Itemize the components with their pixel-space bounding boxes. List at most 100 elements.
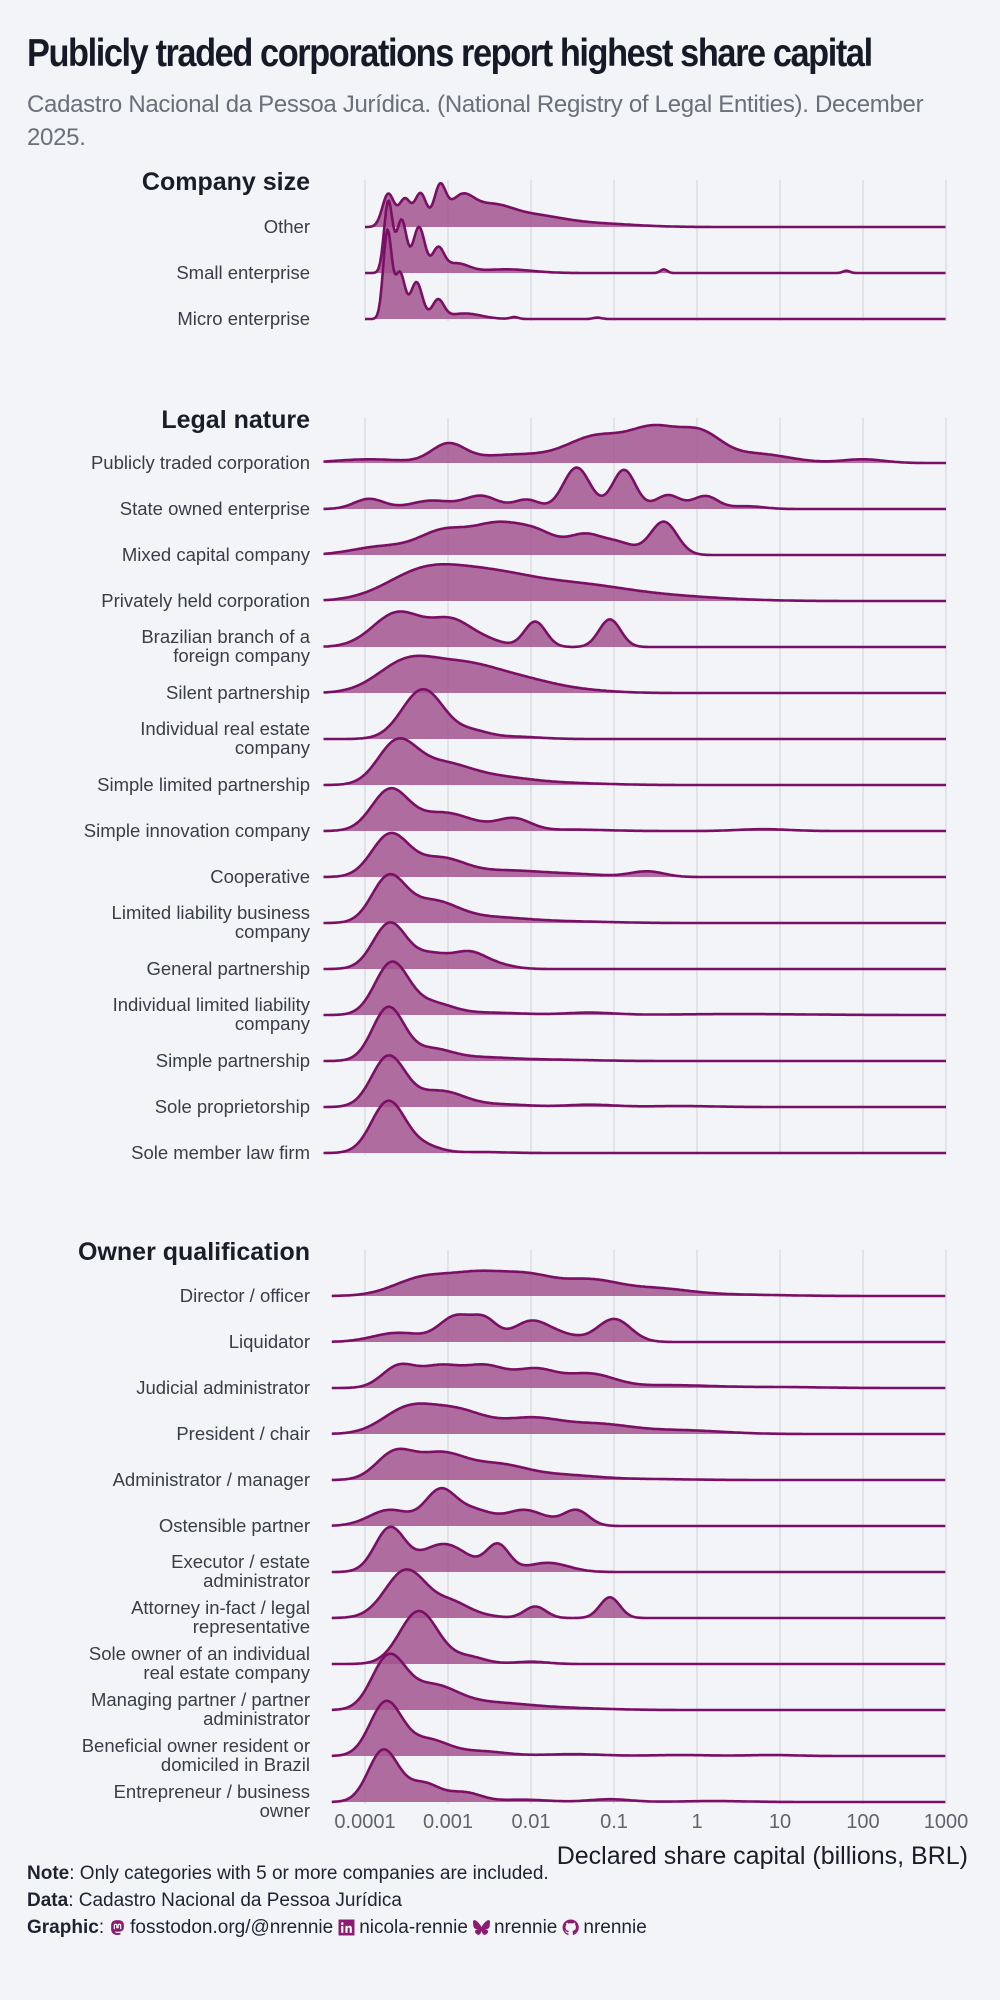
ridge-judicial-administrator bbox=[331, 1362, 946, 1390]
row-label: Individual limited liability company bbox=[113, 994, 311, 1034]
graphic-label: Graphic bbox=[27, 1917, 99, 1938]
ridge-line bbox=[365, 199, 946, 275]
ridge-brazilian-branch-of-a-foreign-company bbox=[323, 610, 946, 649]
row-label: Other bbox=[264, 216, 310, 237]
panels-layer: Company size Other Small enterprise Micro e… bbox=[78, 168, 946, 1821]
panel-title: Company size bbox=[142, 168, 310, 196]
ridge-line bbox=[323, 1054, 946, 1109]
ridge-area bbox=[331, 1569, 946, 1618]
caption-data: Data: Cadastro Nacional da Pessoa Jurídi… bbox=[27, 1887, 647, 1914]
ridge-line bbox=[331, 1447, 946, 1482]
ridge-limited-liability-business-company bbox=[323, 872, 946, 925]
row-label: Sole member law firm bbox=[131, 1142, 310, 1163]
ridge-line bbox=[323, 1005, 946, 1063]
ridge-area bbox=[323, 922, 946, 969]
row-label: Simple limited partnership bbox=[97, 774, 310, 795]
row-label: Managing partner / partner administrator bbox=[91, 1689, 310, 1729]
caption-note: Note: Only categories with 5 or more com… bbox=[27, 1860, 647, 1887]
row-label: Brazilian branch of a foreign company bbox=[141, 626, 310, 666]
ridge-area bbox=[323, 425, 946, 463]
x-tick-label: 100 bbox=[846, 1811, 879, 1833]
ridge-line bbox=[331, 1652, 946, 1712]
ridge-line bbox=[331, 1568, 946, 1620]
ridge-sole-proprietorship bbox=[323, 1054, 946, 1109]
row-label: Beneficial owner resident or domiciled in… bbox=[82, 1735, 310, 1775]
ridge-mixed-capital-company bbox=[323, 520, 946, 557]
ridge-line bbox=[323, 520, 946, 557]
ridge-publicly-traded-corporation bbox=[323, 423, 946, 465]
ridge-line bbox=[323, 688, 946, 741]
ridge-area bbox=[365, 200, 946, 273]
github-link[interactable]: nrennie bbox=[583, 1917, 647, 1938]
row-label: Simple partnership bbox=[156, 1050, 310, 1071]
panel-title: Legal nature bbox=[161, 406, 310, 434]
note-text: : Only categories with 5 or more compani… bbox=[69, 1863, 549, 1884]
github-icon bbox=[562, 1919, 580, 1936]
ridge-line bbox=[331, 1525, 946, 1574]
ridge-area bbox=[323, 521, 946, 555]
linkedin-icon bbox=[338, 1919, 355, 1936]
ridge-attorney-in-fact-legal-representative bbox=[331, 1568, 946, 1620]
ridge-cooperative bbox=[323, 831, 946, 879]
ridge-area bbox=[331, 1448, 946, 1480]
ridge-line bbox=[323, 610, 946, 649]
ridge-line bbox=[323, 786, 946, 833]
x-tick-label: 0.1 bbox=[600, 1811, 628, 1833]
ridge-line bbox=[323, 1099, 946, 1155]
ridge-liquidator bbox=[331, 1313, 946, 1344]
ridge-line bbox=[323, 737, 946, 787]
ridge-area bbox=[331, 1749, 946, 1802]
ridge-privately-held-corporation bbox=[323, 563, 946, 603]
panel-title: Owner qualification bbox=[78, 1238, 310, 1266]
ridge-line bbox=[331, 1609, 946, 1666]
mastodon-icon bbox=[111, 1920, 124, 1935]
row-label: State owned enterprise bbox=[120, 498, 310, 519]
ridge-area bbox=[331, 1314, 946, 1342]
data-text: : Cadastro Nacional da Pessoa Jurídica bbox=[68, 1890, 402, 1911]
ridge-simple-innovation-company bbox=[323, 786, 946, 833]
ridge-line bbox=[323, 654, 946, 695]
mastodon-link[interactable]: fosstodon.org/@nrennie bbox=[130, 1917, 334, 1938]
x-tick-label: 1000 bbox=[924, 1811, 969, 1833]
row-label: Liquidator bbox=[229, 1331, 310, 1352]
ridge-area bbox=[323, 655, 946, 693]
row-label: Individual real estate company bbox=[140, 718, 310, 758]
row-label: Mixed capital company bbox=[122, 544, 311, 565]
ridge-state-owned-enterprise bbox=[323, 466, 946, 511]
row-label: Silent partnership bbox=[166, 682, 310, 703]
ridge-line bbox=[323, 563, 946, 603]
ridge-area bbox=[323, 832, 946, 877]
bluesky-icon bbox=[472, 1920, 490, 1935]
row-label: Micro enterprise bbox=[177, 308, 310, 329]
ridge-silent-partnership bbox=[323, 654, 946, 695]
ridge-line bbox=[331, 1486, 946, 1528]
ridge-line bbox=[323, 466, 946, 511]
panel-owner-qualification: Owner qualification Director / officer Liq… bbox=[78, 1238, 946, 1821]
ridge-small-enterprise bbox=[365, 199, 946, 275]
ridge-area bbox=[323, 788, 946, 831]
linkedin-link[interactable]: nicola-rennie bbox=[359, 1917, 468, 1938]
caption-graphic: Graphic: fosstodon.org/@nrennie nicola-r… bbox=[27, 1914, 647, 1941]
ridge-line bbox=[365, 228, 946, 321]
x-axis: Declared share capital (billions, BRL) 0… bbox=[334, 1811, 968, 1870]
x-tick-label: 10 bbox=[769, 1811, 791, 1833]
data-label: Data bbox=[27, 1890, 69, 1911]
row-label: Executor / estate administrator bbox=[171, 1551, 310, 1591]
row-label: Cooperative bbox=[210, 866, 310, 887]
x-tick-label: 0.001 bbox=[423, 1811, 473, 1833]
ridge-area bbox=[331, 1270, 946, 1296]
row-label: Small enterprise bbox=[176, 262, 310, 283]
x-axis-title: Declared share capital (billions, BRL) bbox=[557, 1842, 968, 1870]
bluesky-link[interactable]: nrennie bbox=[493, 1917, 558, 1938]
row-label: Director / officer bbox=[180, 1285, 310, 1306]
ridge-line bbox=[331, 1748, 946, 1804]
panel-legal-nature: Legal nature Publicly traded corporation S… bbox=[84, 406, 946, 1163]
row-label: Limited liability business company bbox=[112, 902, 311, 942]
ridge-area bbox=[323, 611, 946, 647]
panel-company-size: Company size Other Small enterprise Micro e… bbox=[142, 168, 946, 329]
ridge-executor-estate-administrator bbox=[331, 1525, 946, 1574]
ridge-line bbox=[331, 1269, 946, 1298]
caption: Note: Only categories with 5 or more com… bbox=[27, 1860, 647, 1941]
ridge-individual-real-estate-company bbox=[323, 688, 946, 741]
